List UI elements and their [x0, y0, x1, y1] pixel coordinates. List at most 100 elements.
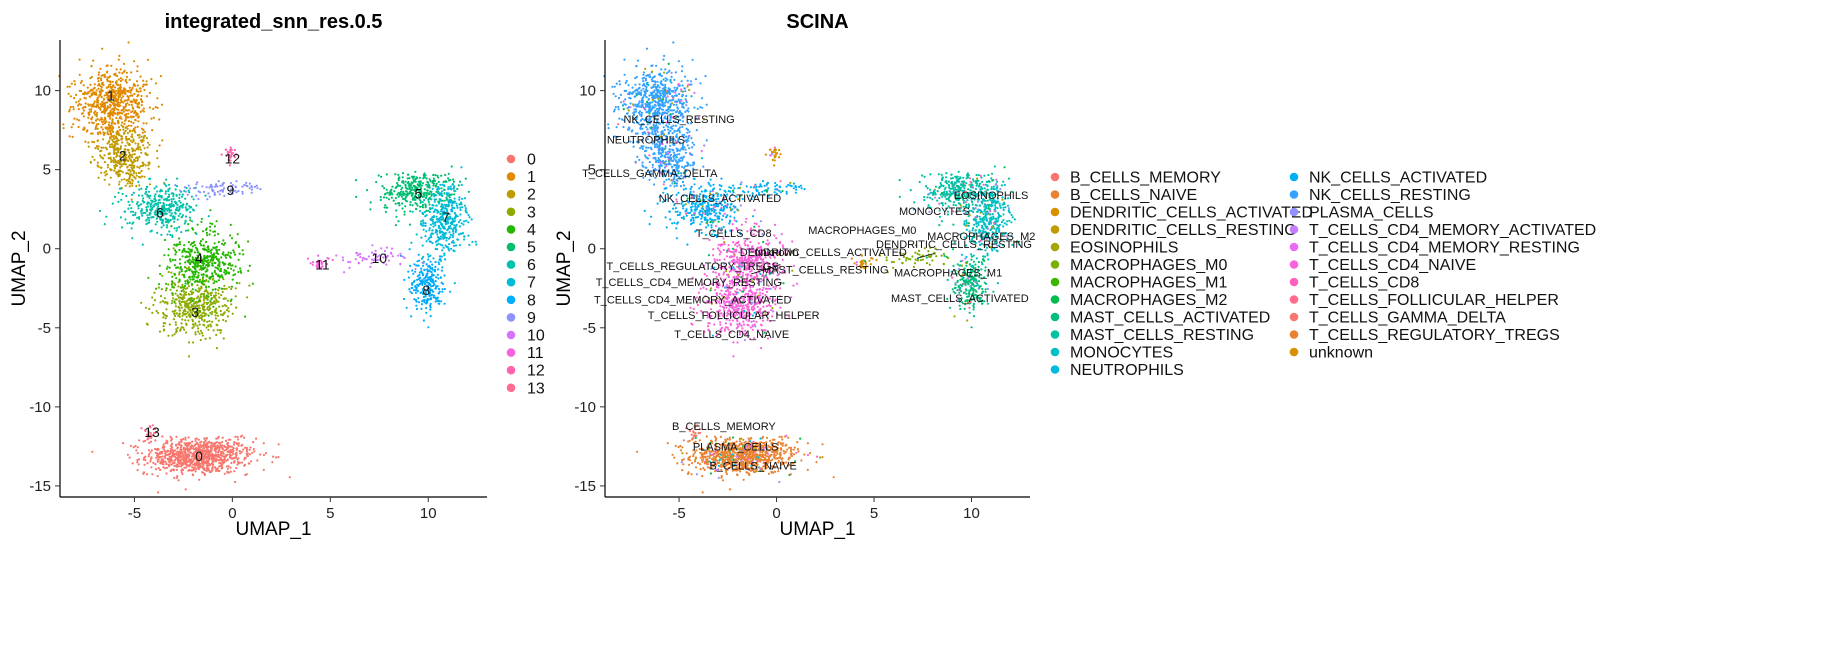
- point: [694, 466, 698, 469]
- point: [134, 109, 137, 113]
- point: [177, 461, 180, 464]
- point: [200, 445, 203, 449]
- point: [122, 62, 126, 65]
- point: [248, 448, 251, 451]
- point: [248, 264, 251, 267]
- point: [238, 282, 241, 285]
- point: [452, 241, 455, 244]
- point: [187, 223, 190, 226]
- point: [175, 289, 179, 292]
- point: [202, 244, 205, 247]
- point: [416, 260, 419, 263]
- point: [703, 468, 706, 471]
- point: [411, 269, 414, 272]
- point: [72, 105, 75, 109]
- point: [243, 458, 246, 461]
- point: [126, 166, 129, 169]
- point: [226, 253, 229, 257]
- point: [108, 152, 111, 155]
- point: [114, 122, 117, 125]
- point: [141, 243, 144, 246]
- point: [150, 78, 153, 81]
- point: [415, 278, 419, 281]
- point: [125, 179, 128, 182]
- point: [209, 300, 212, 303]
- point: [251, 451, 254, 454]
- point: [211, 274, 214, 277]
- point: [115, 135, 118, 138]
- point: [431, 220, 435, 223]
- point: [246, 452, 249, 455]
- point: [178, 443, 181, 446]
- point: [175, 476, 178, 479]
- point: [161, 103, 164, 106]
- point: [103, 178, 106, 181]
- point: [147, 455, 150, 458]
- point: [369, 201, 372, 204]
- point: [192, 460, 195, 463]
- point: [172, 193, 175, 196]
- point: [97, 73, 100, 76]
- point: [135, 172, 138, 175]
- point: [160, 288, 163, 291]
- point: [222, 312, 225, 315]
- point: [241, 434, 244, 437]
- point: [180, 444, 183, 447]
- point: [162, 198, 166, 201]
- point: [87, 145, 90, 148]
- point: [156, 97, 159, 100]
- point: [161, 139, 164, 142]
- point: [447, 172, 450, 175]
- point: [205, 286, 208, 289]
- point: [66, 85, 69, 88]
- point: [174, 184, 177, 187]
- point: [211, 272, 214, 275]
- point: [467, 213, 470, 217]
- point: [410, 315, 413, 318]
- point: [239, 267, 242, 270]
- point: [218, 269, 221, 272]
- point: [416, 264, 419, 267]
- point: [431, 268, 434, 271]
- point: [427, 326, 430, 329]
- point: [359, 255, 362, 259]
- point: [114, 142, 117, 145]
- point: [138, 217, 141, 220]
- point: [135, 111, 138, 114]
- point: [200, 217, 203, 220]
- point: [207, 248, 210, 251]
- point: [220, 275, 223, 278]
- point: [433, 270, 437, 273]
- point: [449, 201, 452, 204]
- point: [311, 263, 314, 266]
- point: [99, 108, 102, 111]
- point: [165, 203, 168, 207]
- point: [131, 222, 134, 225]
- point: [227, 307, 230, 310]
- point: [225, 448, 228, 451]
- point: [405, 200, 409, 203]
- point: [180, 216, 183, 219]
- point: [132, 191, 135, 194]
- point: [359, 252, 362, 255]
- point: [241, 185, 244, 188]
- point: [234, 265, 237, 268]
- point: [175, 468, 178, 471]
- point: [461, 232, 465, 235]
- point: [411, 282, 414, 285]
- point: [128, 130, 131, 133]
- point: [215, 333, 218, 337]
- point: [190, 282, 193, 286]
- point: [231, 264, 234, 267]
- point: [453, 212, 456, 215]
- point: [123, 91, 127, 94]
- point: [230, 237, 234, 240]
- point: [175, 229, 178, 232]
- point: [221, 441, 224, 444]
- point: [415, 307, 419, 311]
- point: [210, 291, 213, 294]
- point: [205, 462, 208, 465]
- point: [154, 463, 157, 466]
- point: [215, 245, 218, 248]
- point: [426, 253, 429, 256]
